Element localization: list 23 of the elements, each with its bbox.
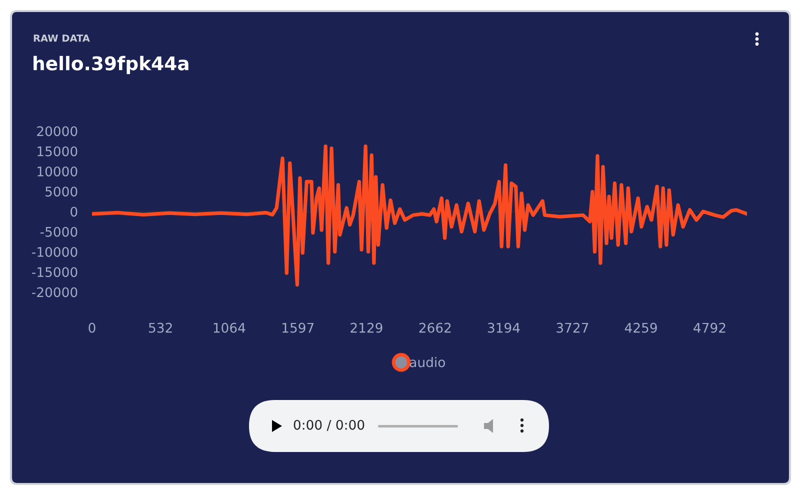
x-tick-label: 1597 <box>282 322 314 333</box>
x-tick-label: 532 <box>149 322 172 333</box>
y-tick-label: 0 <box>70 206 78 217</box>
chart-title: hello.39fpk44a <box>34 56 188 74</box>
x-tick-label: 0 <box>88 322 96 333</box>
x-tick-label: 1064 <box>214 322 246 333</box>
chart-subtitle: RAW DATA <box>34 34 90 42</box>
y-tick-label: 20000 <box>37 126 78 136</box>
x-tick-label: 2662 <box>419 322 451 333</box>
x-tick-label: 4259 <box>624 322 657 333</box>
y-tick-label: -5000 <box>40 226 78 237</box>
x-tick-label: 3727 <box>556 322 588 333</box>
x-tick-label: 2129 <box>350 322 382 333</box>
x-tick-label: 3194 <box>488 322 520 333</box>
y-tick-label: -10000 <box>32 246 78 257</box>
y-tick-label: 5000 <box>46 186 78 197</box>
x-tick-label: 4792 <box>694 322 726 333</box>
y-tick-label: -15000 <box>32 267 78 278</box>
line-series <box>92 144 747 287</box>
y-tick-label: 15000 <box>38 146 78 156</box>
y-tick-label: -20000 <box>32 287 78 298</box>
y-tick-label: 10000 <box>38 166 78 176</box>
text: 0:00 / 0:00 <box>294 420 364 431</box>
